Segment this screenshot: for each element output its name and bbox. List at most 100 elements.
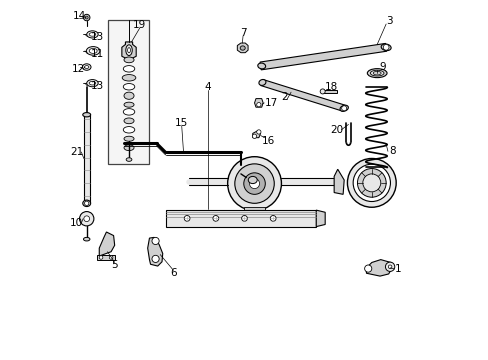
Circle shape (184, 216, 190, 221)
Circle shape (383, 44, 388, 50)
Circle shape (249, 179, 259, 189)
Ellipse shape (124, 118, 134, 124)
Text: 18: 18 (324, 82, 337, 93)
Circle shape (99, 256, 102, 259)
Text: 19: 19 (133, 20, 146, 30)
Polygon shape (99, 232, 115, 256)
Circle shape (341, 106, 346, 111)
Polygon shape (244, 207, 265, 212)
Circle shape (83, 216, 89, 222)
Circle shape (270, 216, 276, 221)
Circle shape (152, 255, 159, 262)
Ellipse shape (123, 84, 135, 90)
Ellipse shape (372, 71, 380, 75)
Polygon shape (122, 42, 136, 58)
Text: 8: 8 (389, 146, 396, 156)
Circle shape (85, 16, 88, 19)
Polygon shape (333, 169, 344, 194)
Text: 13: 13 (91, 81, 104, 91)
Ellipse shape (124, 145, 134, 150)
Circle shape (241, 216, 247, 221)
Ellipse shape (83, 237, 90, 241)
Ellipse shape (258, 80, 265, 85)
Polygon shape (83, 116, 89, 202)
Text: 5: 5 (111, 260, 118, 270)
Polygon shape (260, 44, 386, 70)
Text: 15: 15 (175, 118, 188, 128)
Ellipse shape (82, 200, 90, 207)
Ellipse shape (257, 63, 265, 69)
Text: 16: 16 (262, 136, 275, 145)
Circle shape (256, 130, 261, 134)
Ellipse shape (127, 48, 130, 53)
Ellipse shape (248, 176, 257, 184)
Circle shape (256, 103, 261, 107)
Ellipse shape (123, 127, 135, 133)
Circle shape (227, 157, 281, 211)
Ellipse shape (124, 136, 134, 141)
Text: 20: 20 (330, 125, 343, 135)
Ellipse shape (82, 113, 90, 117)
Text: 13: 13 (91, 32, 104, 41)
Text: 10: 10 (70, 218, 83, 228)
Circle shape (357, 168, 386, 197)
Circle shape (244, 173, 265, 194)
Ellipse shape (126, 158, 132, 161)
Ellipse shape (89, 48, 97, 53)
Ellipse shape (124, 92, 134, 99)
Text: 21: 21 (70, 147, 83, 157)
Polygon shape (323, 90, 336, 93)
Ellipse shape (366, 69, 386, 78)
Text: 14: 14 (73, 11, 86, 21)
Ellipse shape (89, 81, 96, 85)
Circle shape (252, 134, 256, 138)
Circle shape (320, 89, 325, 94)
Polygon shape (316, 210, 325, 226)
Ellipse shape (86, 46, 100, 55)
Text: 9: 9 (378, 62, 385, 72)
Circle shape (364, 265, 371, 272)
Polygon shape (147, 237, 163, 266)
Ellipse shape (240, 46, 244, 50)
Polygon shape (254, 99, 263, 107)
Circle shape (83, 14, 90, 21)
Circle shape (385, 262, 394, 271)
Circle shape (152, 237, 159, 244)
Text: 4: 4 (204, 82, 211, 93)
Ellipse shape (124, 57, 134, 63)
Text: 12: 12 (72, 64, 85, 74)
Polygon shape (165, 210, 316, 226)
Polygon shape (97, 255, 115, 260)
Polygon shape (260, 79, 345, 111)
Polygon shape (366, 260, 391, 276)
Text: 17: 17 (265, 98, 278, 108)
Circle shape (80, 212, 94, 226)
Circle shape (346, 158, 395, 207)
Circle shape (212, 216, 218, 221)
Ellipse shape (86, 80, 98, 87)
Ellipse shape (380, 44, 390, 51)
Text: 6: 6 (170, 268, 177, 278)
Ellipse shape (123, 109, 135, 115)
Circle shape (234, 164, 274, 203)
Polygon shape (252, 131, 260, 138)
Text: 7: 7 (239, 28, 246, 38)
Ellipse shape (122, 75, 136, 81)
Ellipse shape (125, 45, 132, 55)
Ellipse shape (84, 66, 89, 68)
Bar (108, 21, 149, 164)
Ellipse shape (82, 64, 91, 70)
Text: 11: 11 (91, 49, 104, 59)
Ellipse shape (339, 105, 347, 111)
Ellipse shape (89, 33, 96, 36)
Circle shape (387, 265, 391, 269)
Ellipse shape (123, 66, 135, 72)
Text: 1: 1 (394, 264, 401, 274)
Ellipse shape (369, 70, 383, 76)
Circle shape (352, 164, 389, 202)
Text: 2: 2 (281, 92, 287, 102)
Ellipse shape (86, 31, 98, 38)
Text: 3: 3 (386, 17, 392, 27)
Circle shape (362, 174, 380, 192)
Ellipse shape (124, 102, 134, 107)
